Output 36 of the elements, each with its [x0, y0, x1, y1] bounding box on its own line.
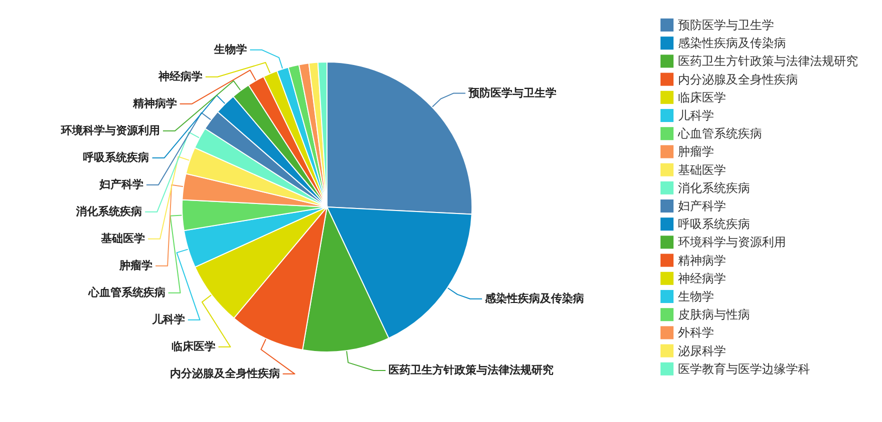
- slice-label: 预防医学与卫生学: [467, 86, 556, 100]
- slice-label: 内分泌腺及全身性疾病: [170, 366, 280, 380]
- legend-label: 妇产科学: [678, 199, 726, 213]
- legend-label: 基础医学: [678, 162, 726, 177]
- slice-label: 呼吸系统疾病: [83, 150, 150, 164]
- legend-label: 儿科学: [678, 108, 714, 122]
- legend-label: 内分泌腺及全身性疾病: [678, 72, 798, 86]
- legend-label: 心血管系统疾病: [677, 126, 762, 141]
- legend-label: 皮肤病与性病: [678, 308, 750, 322]
- legend-label: 医学教育与医学边缘学科: [678, 362, 810, 376]
- legend-label: 精神病学: [678, 253, 726, 268]
- legend-label: 呼吸系统疾病: [678, 217, 750, 232]
- legend-label: 泌尿科学: [678, 344, 726, 358]
- slice-label: 基础医学: [100, 232, 146, 245]
- legend-label: 预防医学与卫生学: [678, 18, 774, 32]
- legend-label: 生物学: [678, 290, 714, 304]
- slice-label: 心血管系统疾病: [87, 286, 166, 299]
- legend-label: 肿瘤学: [678, 144, 714, 159]
- slice-label: 生物学: [213, 42, 247, 56]
- legend-label: 神经病学: [678, 271, 726, 286]
- legend-label: 临床医学: [678, 90, 726, 104]
- legend-label: 消化系统疾病: [678, 180, 750, 195]
- slice-label: 环境科学与资源利用: [60, 124, 160, 137]
- legend-label: 感染性疾病及传染病: [678, 36, 786, 50]
- slice-label: 儿科学: [150, 312, 185, 326]
- slice-label: 神经病学: [158, 70, 203, 83]
- slice-label: 妇产科学: [98, 178, 144, 191]
- slice-label: 消化系统疾病: [75, 204, 142, 218]
- slice-label: 感染性疾病及传染病: [484, 292, 584, 305]
- legend-label: 环境科学与资源利用: [678, 235, 786, 250]
- slice-label: 精神病学: [132, 96, 177, 110]
- legend-label: 医药卫生方针政策与法律法规研究: [678, 54, 858, 68]
- slice-label: 肿瘤学: [118, 258, 153, 272]
- legend-label: 外科学: [678, 326, 714, 340]
- slice-label: 临床医学: [171, 340, 216, 353]
- slice-label: 医药卫生方针政策与法律法规研究: [388, 363, 554, 376]
